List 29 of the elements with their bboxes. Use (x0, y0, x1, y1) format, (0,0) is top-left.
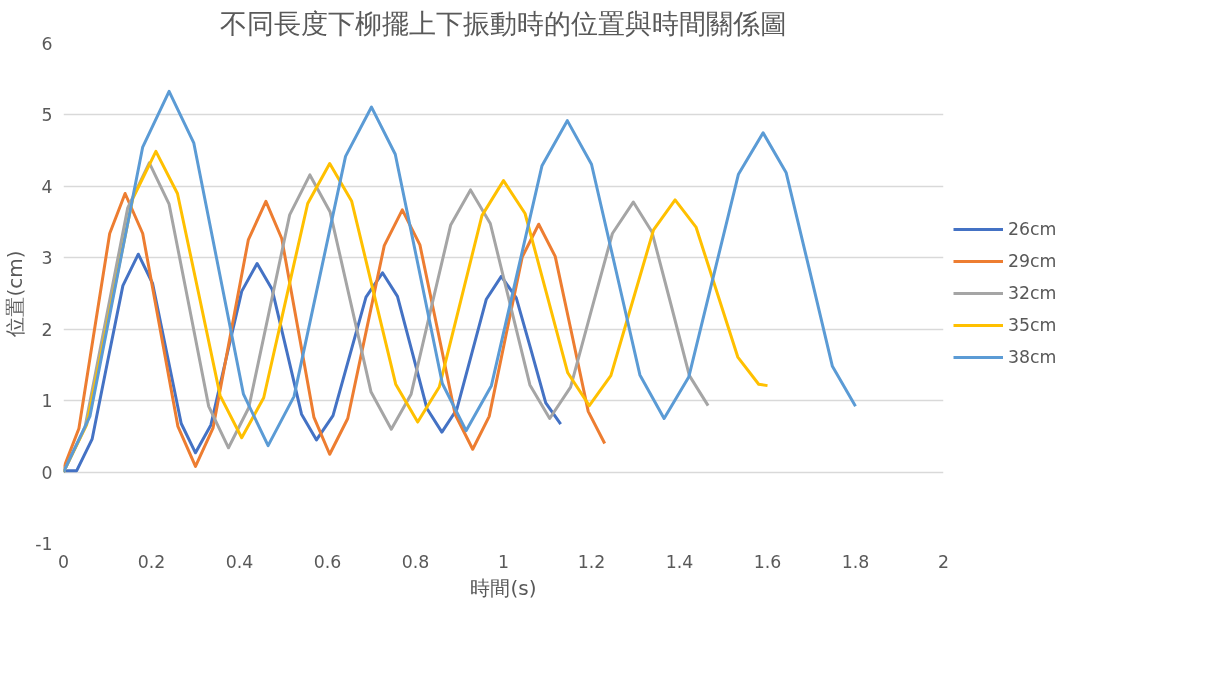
x-tick-label: 1.8 (841, 551, 870, 572)
y-tick-label: 5 (41, 105, 53, 126)
line-series (63, 89, 857, 474)
y-tick-label: 1 (41, 391, 53, 412)
x-tick-label: 2 (937, 551, 950, 572)
y-tick-label: -1 (35, 534, 53, 554)
y-tick-label: 0 (41, 462, 53, 483)
line-series (63, 192, 607, 470)
legend-label: 32cm (1008, 283, 1057, 303)
x-tick-label: 1.4 (665, 551, 694, 572)
x-axis-title: 時間(s) (470, 575, 537, 600)
x-tick-label: 1.2 (577, 551, 606, 572)
legend-label: 26cm (1008, 219, 1057, 239)
x-tick-label: 0.8 (401, 551, 430, 572)
y-tick-label: 2 (41, 319, 53, 340)
x-tick-label: 0.4 (225, 551, 254, 572)
x-tick-label: 0.6 (313, 551, 342, 572)
y-tick-label: 6 (41, 34, 53, 54)
x-tick-label: 0.2 (137, 551, 166, 572)
legend-label: 35cm (1008, 315, 1057, 335)
y-tick-label: 4 (41, 176, 53, 197)
x-tick-label: 1 (497, 551, 510, 572)
y-axis-title: 位置(cm) (3, 250, 28, 337)
legend-label: 38cm (1008, 347, 1057, 367)
x-tick-label: 1.6 (753, 551, 782, 572)
chart-title: 不同長度下柳擺上下振動時的位置與時間關係圖 (220, 7, 787, 39)
x-tick-label: 0 (57, 551, 70, 572)
legend-label: 29cm (1008, 251, 1057, 271)
y-tick-label: 3 (41, 248, 53, 269)
